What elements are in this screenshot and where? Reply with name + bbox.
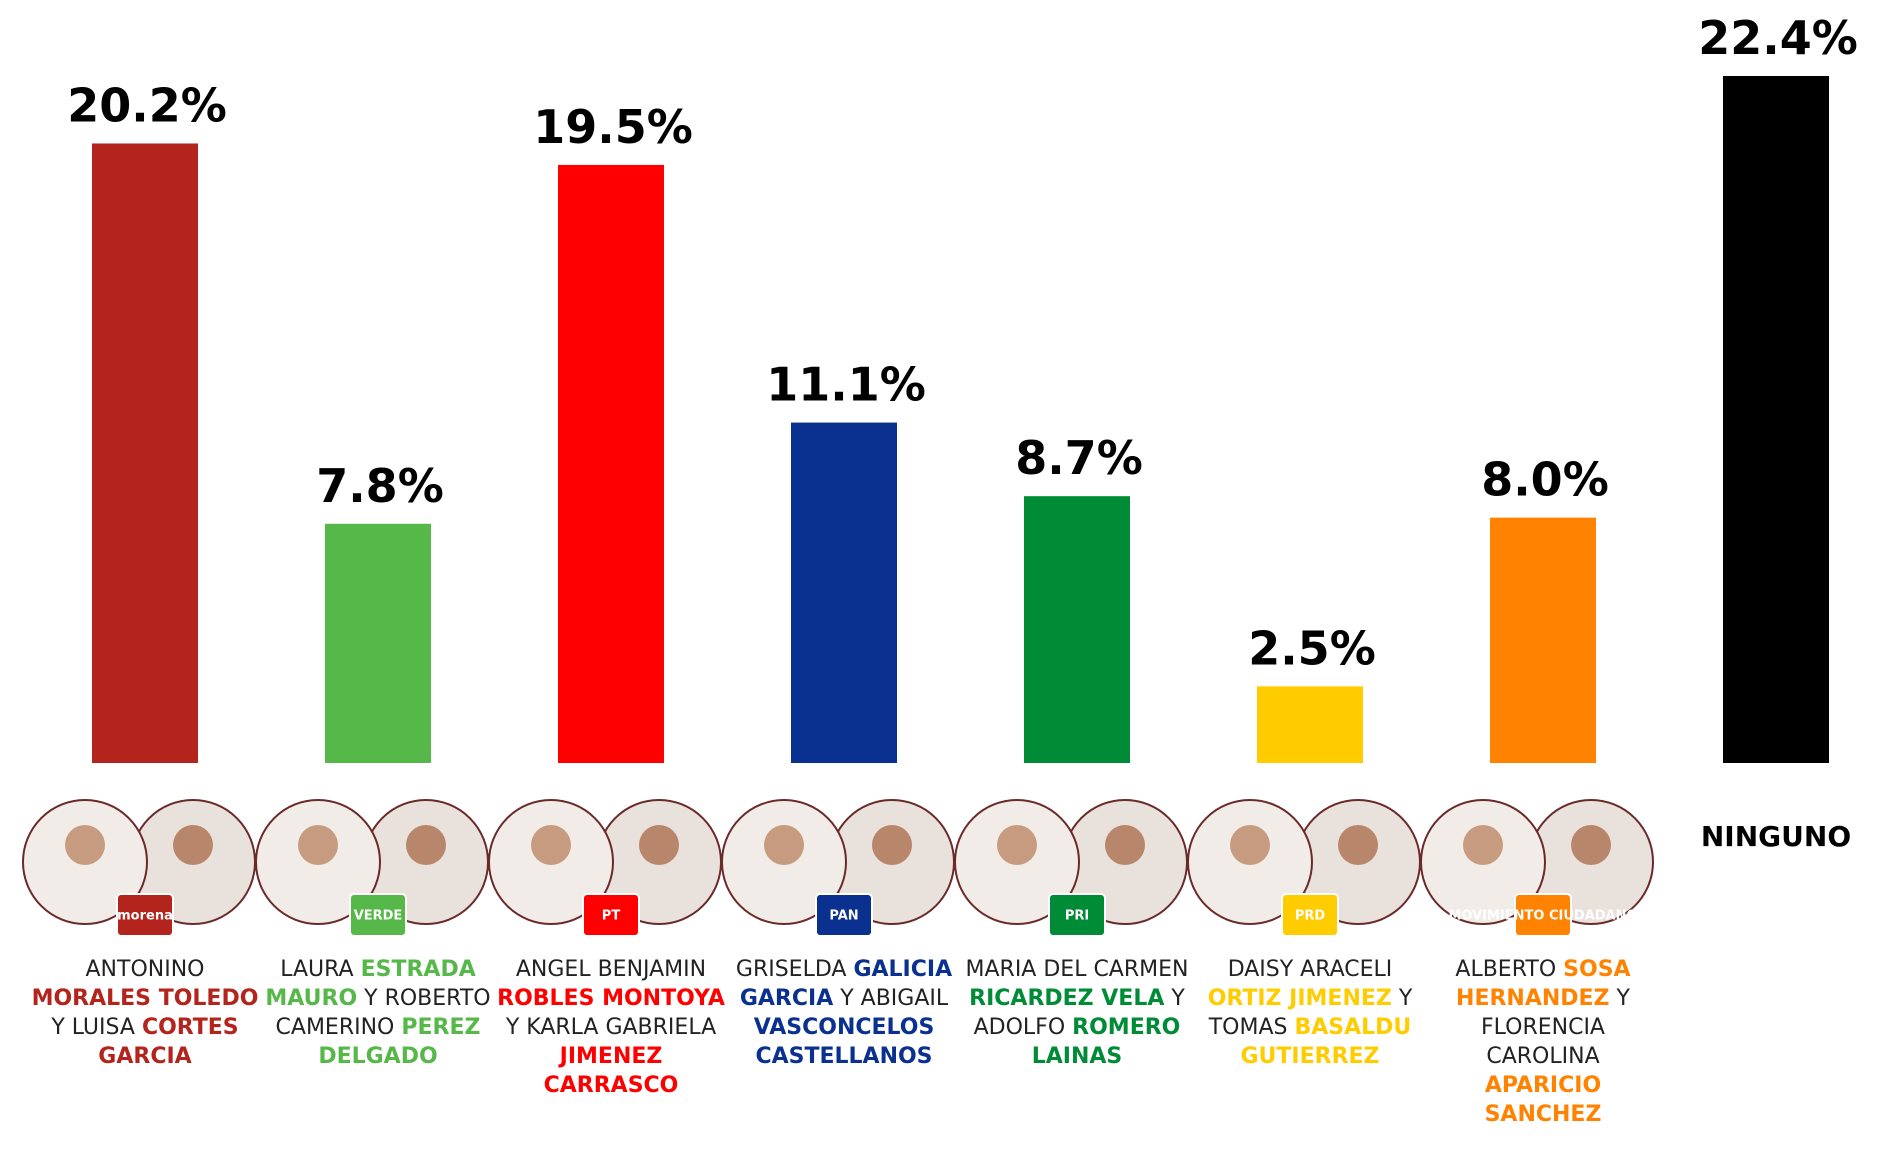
party-logo: PRI: [1049, 894, 1105, 936]
bar: [1490, 518, 1596, 763]
category-label: GRISELDA GALICIA GARCIA Y ABIGAIL VASCON…: [729, 955, 959, 1071]
bar: [1024, 496, 1130, 763]
photo-head: [1338, 825, 1378, 865]
photo-head: [1571, 825, 1611, 865]
bar: [791, 423, 897, 763]
logo-text: PRI: [1065, 909, 1089, 924]
candidate-name: ALBERTO: [1455, 957, 1556, 982]
candidate-name: Y LUISA: [51, 1015, 135, 1040]
logo-text: PAN: [829, 909, 858, 924]
candidate-surname: APARICIO SANCHEZ: [1485, 1073, 1602, 1127]
value-label: 20.2%: [67, 78, 227, 132]
value-label: 22.4%: [1698, 11, 1858, 65]
candidate-name: GRISELDA: [736, 957, 847, 982]
candidate-surname: JIMENEZ CARRASCO: [544, 1044, 679, 1098]
value-label: 8.7%: [1015, 431, 1143, 485]
logo-text: VERDE: [354, 909, 403, 924]
bar: [325, 524, 431, 763]
category-label: ANGEL BENJAMIN ROBLES MONTOYA Y KARLA GA…: [496, 955, 726, 1100]
category-label: LAURA ESTRADA MAURO Y ROBERTO CAMERINO P…: [263, 955, 493, 1071]
bar: [92, 143, 198, 763]
candidate-name: Y KARLA GABRIELA: [506, 1015, 716, 1040]
candidate-surname: ORTIZ JIMENEZ: [1208, 986, 1392, 1011]
bar: [1257, 686, 1363, 763]
photo-head: [1105, 825, 1145, 865]
party-logo: morena: [117, 894, 173, 936]
candidate-surname: RICARDEZ VELA: [969, 986, 1164, 1011]
party-logo: PT: [583, 894, 639, 936]
value-label: 19.5%: [533, 100, 693, 154]
value-label: 11.1%: [766, 358, 926, 412]
photo-head: [1463, 825, 1503, 865]
photo-head: [764, 825, 804, 865]
bar: [558, 165, 664, 763]
bar: [1723, 76, 1829, 763]
photo-head: [639, 825, 679, 865]
candidate-name: ANGEL BENJAMIN: [516, 957, 706, 982]
logo-text: MOVIMIENTO CIUDADANO: [1448, 909, 1637, 924]
candidate-surname: ROBLES MONTOYA: [497, 986, 725, 1011]
chart: 20.2% morena 7.8% VERDE 19.5% PT 11.1% PAN 8.7% P…: [0, 0, 1878, 1175]
photo-head: [872, 825, 912, 865]
category-label: MARIA DEL CARMEN RICARDEZ VELA Y ADOLFO …: [962, 955, 1192, 1071]
logo-text: PRD: [1295, 909, 1326, 924]
value-label: 2.5%: [1248, 621, 1376, 675]
category-label: DAISY ARACELI ORTIZ JIMENEZ Y TOMAS BASA…: [1195, 955, 1425, 1071]
logo-text: PT: [602, 909, 621, 924]
party-logo: PRD: [1282, 894, 1338, 936]
candidate-name: ANTONINO: [86, 957, 205, 982]
candidate-name: LAURA: [280, 957, 353, 982]
photo-head: [173, 825, 213, 865]
candidate-name: Y ABIGAIL: [840, 986, 948, 1011]
photo-head: [997, 825, 1037, 865]
photo-head: [65, 825, 105, 865]
photo-head: [1230, 825, 1270, 865]
candidate-surname: VASCONCELOS CASTELLANOS: [754, 1015, 935, 1069]
category-label: ALBERTO SOSA HERNANDEZ Y FLORENCIA CAROL…: [1428, 955, 1658, 1129]
category-label: NINGUNO: [1661, 822, 1878, 851]
value-label: 8.0%: [1481, 453, 1609, 507]
photo-head: [531, 825, 571, 865]
photo-head: [298, 825, 338, 865]
party-logo: PAN: [816, 894, 872, 936]
candidate-surname: MORALES TOLEDO: [32, 986, 259, 1011]
category-label: ANTONINO MORALES TOLEDO Y LUISA CORTES G…: [30, 955, 260, 1071]
candidate-name: NINGUNO: [1701, 820, 1851, 853]
logo-text: morena: [117, 909, 173, 924]
candidate-name: MARIA DEL CARMEN: [966, 957, 1189, 982]
value-label: 7.8%: [316, 459, 444, 513]
candidate-name: DAISY ARACELI: [1228, 957, 1393, 982]
party-logo: VERDE: [350, 894, 406, 936]
photo-head: [406, 825, 446, 865]
